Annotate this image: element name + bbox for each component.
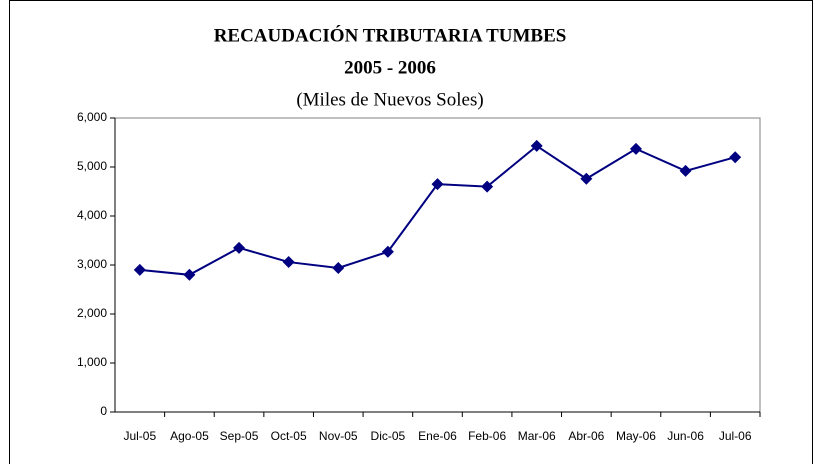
y-tick-label: 3,000 <box>77 257 107 271</box>
plot-area <box>114 117 761 413</box>
x-tick-label: Ago-05 <box>170 429 209 443</box>
marker <box>233 241 246 254</box>
unit-label: (Miles de Nuevos Soles) <box>296 89 483 110</box>
chart-subtitle: 2005 - 2006 <box>344 57 436 78</box>
chart-frame <box>9 0 813 464</box>
x-tick-label: Oct-05 <box>270 429 307 443</box>
marker <box>729 151 742 164</box>
x-tick-label: Nov-05 <box>318 429 358 443</box>
marker <box>332 261 345 274</box>
y-tick-label: 4,000 <box>77 208 107 222</box>
line <box>139 144 736 276</box>
marker <box>481 180 494 193</box>
marker <box>580 172 593 185</box>
x-tick-label: Mar-06 <box>517 429 556 443</box>
marker <box>431 178 444 191</box>
marker <box>679 164 692 177</box>
y-tick-label: 2,000 <box>77 306 107 320</box>
y-tick-label: 1,000 <box>77 355 107 369</box>
marker <box>381 245 394 258</box>
x-tick-label: Jul-06 <box>718 429 752 443</box>
y-tick-label: 5,000 <box>77 159 107 173</box>
x-tick-label: Feb-06 <box>468 429 507 443</box>
x-tick-label: Sep-05 <box>219 429 259 443</box>
x-tick-label: Dic-05 <box>370 429 406 443</box>
x-tick-label: Jun-06 <box>667 429 704 443</box>
x-tick-label: Ene-06 <box>418 429 457 443</box>
marker <box>183 268 196 281</box>
x-tick-label: Jul-05 <box>123 429 157 443</box>
marker <box>530 139 543 152</box>
marker <box>133 263 146 276</box>
x-tick-label: Abr-06 <box>568 429 605 443</box>
marker <box>282 256 295 269</box>
x-tick-label: May-06 <box>615 429 656 443</box>
y-tick-label: 6,000 <box>77 110 107 124</box>
chart-title: RECAUDACIÓN TRIBUTARIA TUMBES <box>214 24 567 46</box>
y-tick-label: 0 <box>100 404 107 418</box>
marker <box>629 142 642 155</box>
